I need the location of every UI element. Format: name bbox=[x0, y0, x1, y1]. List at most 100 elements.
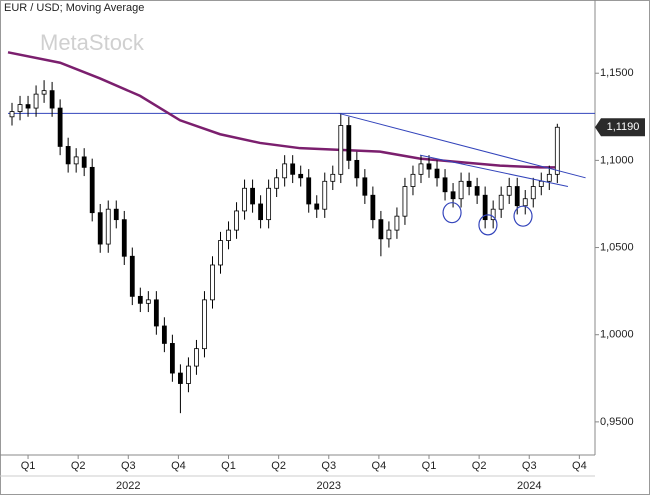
moving-average bbox=[7, 51, 556, 169]
candle-body bbox=[81, 156, 87, 168]
watermark: MetaStock bbox=[40, 30, 145, 55]
candle-body bbox=[145, 299, 151, 304]
candle-body bbox=[306, 177, 312, 205]
candle-body bbox=[234, 210, 239, 231]
x-tick-label: Q2 bbox=[71, 460, 86, 472]
x-tick-label: Q2 bbox=[472, 460, 487, 472]
candle-body bbox=[218, 240, 223, 266]
candle-body bbox=[538, 180, 544, 187]
highlight-circle bbox=[513, 205, 533, 227]
candle-body bbox=[546, 173, 552, 182]
y-tick-label: 0,9500 bbox=[600, 416, 634, 428]
candle-body bbox=[9, 111, 15, 118]
candle-body bbox=[113, 208, 119, 221]
x-tick-label: Q3 bbox=[321, 460, 336, 472]
candle-body bbox=[418, 163, 424, 175]
candle-body bbox=[386, 229, 392, 240]
x-tick-label: Q1 bbox=[21, 460, 36, 472]
candle-body bbox=[466, 180, 472, 187]
candle-body bbox=[522, 198, 528, 207]
candle-body bbox=[458, 180, 464, 200]
candle-body bbox=[161, 325, 167, 344]
candle-body bbox=[169, 343, 175, 374]
candle-body bbox=[41, 90, 47, 95]
candle-body bbox=[490, 208, 496, 221]
candle-body bbox=[426, 163, 432, 170]
candle-body bbox=[89, 166, 95, 214]
y-tick-label: 1,1000 bbox=[600, 154, 634, 166]
candle-body bbox=[530, 186, 536, 200]
candle-body bbox=[434, 168, 440, 179]
candle-body bbox=[402, 186, 408, 217]
candle-body bbox=[210, 264, 215, 301]
candle-body bbox=[57, 107, 63, 147]
candle-body bbox=[226, 229, 231, 241]
candle-body bbox=[250, 187, 255, 205]
y-tick-label: 1,1500 bbox=[600, 67, 634, 79]
candle-body bbox=[378, 219, 384, 240]
last-price-label: 1,1190 bbox=[607, 121, 640, 133]
candle-body bbox=[186, 365, 191, 384]
candle-body bbox=[346, 125, 352, 161]
candle-body bbox=[370, 194, 376, 221]
candle-body bbox=[121, 219, 127, 257]
candle-body bbox=[498, 194, 504, 210]
candle-body bbox=[17, 104, 23, 112]
candle-body bbox=[410, 173, 416, 187]
candle-body bbox=[514, 186, 520, 207]
candle-body bbox=[338, 125, 344, 175]
candle-body bbox=[290, 163, 296, 175]
candle-body bbox=[266, 187, 272, 221]
trend-line bbox=[419, 154, 569, 188]
candle-body bbox=[450, 191, 456, 200]
x-tick-label: Q3 bbox=[522, 460, 537, 472]
year-label: 2024 bbox=[517, 480, 541, 492]
candle-body bbox=[153, 299, 159, 327]
candle-body bbox=[314, 203, 320, 210]
highlight-circle bbox=[478, 214, 498, 236]
candle-body bbox=[474, 186, 480, 196]
y-tick-label: 1,0500 bbox=[600, 241, 634, 253]
year-label: 2023 bbox=[317, 480, 341, 492]
x-tick-label: Q4 bbox=[171, 460, 186, 472]
candle-body bbox=[25, 104, 31, 109]
candle-body bbox=[298, 173, 304, 179]
candle-body bbox=[49, 90, 55, 109]
candle-body bbox=[506, 186, 512, 196]
x-tick-label: Q4 bbox=[372, 460, 387, 472]
highlight-circle bbox=[442, 202, 462, 224]
year-label: 2022 bbox=[116, 480, 140, 492]
candle-body bbox=[354, 159, 360, 179]
candle-body bbox=[178, 372, 183, 384]
candle-body bbox=[442, 177, 448, 193]
candle-body bbox=[554, 126, 560, 175]
candle-body bbox=[105, 208, 111, 245]
candle-body bbox=[194, 348, 199, 367]
candle-body bbox=[258, 203, 264, 221]
y-tick-label: 1,0000 bbox=[600, 329, 634, 341]
candle-body bbox=[282, 163, 288, 179]
candle-body bbox=[330, 173, 336, 182]
candle-body bbox=[129, 255, 135, 297]
x-tick-label: Q4 bbox=[572, 460, 587, 472]
candle-body bbox=[202, 299, 207, 350]
x-tick-label: Q1 bbox=[221, 460, 236, 472]
candle-body bbox=[65, 146, 71, 165]
candle-body bbox=[322, 180, 328, 210]
x-tick-label: Q3 bbox=[121, 460, 136, 472]
chart-title: EUR / USD; Moving Average bbox=[4, 2, 144, 14]
x-tick-label: Q1 bbox=[422, 460, 437, 472]
candle-body bbox=[362, 177, 368, 196]
candle-body bbox=[242, 187, 247, 212]
x-tick-label: Q2 bbox=[271, 460, 286, 472]
candle-body bbox=[137, 295, 143, 304]
candle-body bbox=[482, 194, 488, 221]
last-price-tag bbox=[595, 118, 645, 137]
candle-body bbox=[394, 215, 400, 231]
candle-body bbox=[73, 156, 79, 165]
trend-line bbox=[338, 112, 586, 179]
candle-body bbox=[97, 212, 103, 245]
